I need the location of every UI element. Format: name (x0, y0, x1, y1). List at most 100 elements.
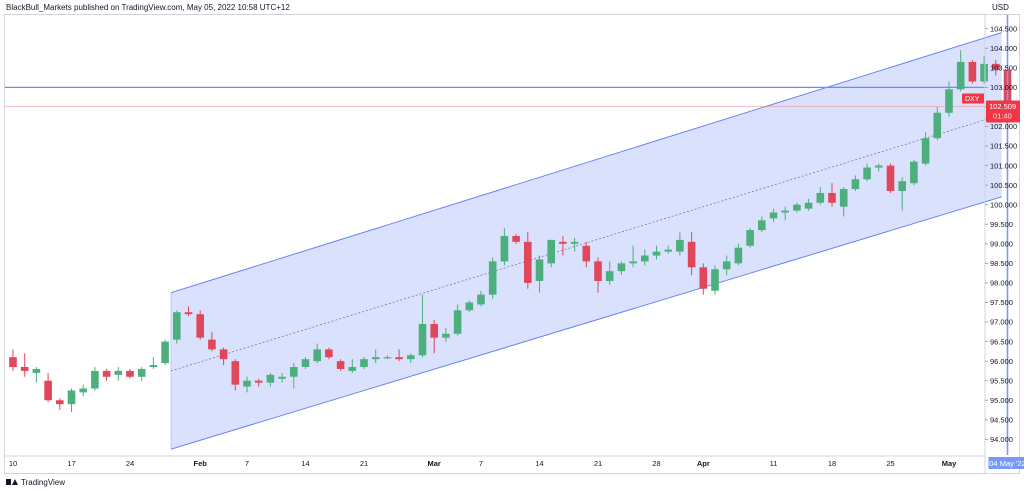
candle-up (149, 357, 158, 369)
candle-down (9, 349, 17, 371)
candle-body (91, 370, 99, 389)
candle-body (243, 380, 251, 387)
candle-body (126, 370, 134, 377)
candle-up (488, 257, 497, 299)
price-tick-label: 97.000 (990, 318, 1013, 327)
countdown-label: 01:40 (993, 112, 1012, 121)
candle-body (898, 181, 906, 191)
candle-up (898, 177, 906, 211)
chart-frame (4, 14, 1020, 474)
candle-up (465, 300, 474, 313)
symbol-label: DXY (965, 96, 980, 103)
candle-down (56, 398, 64, 411)
candle-body (687, 241, 696, 268)
candle-up (676, 232, 684, 256)
time-tick-label: May (942, 459, 957, 468)
candle-down (184, 306, 193, 317)
candle-down (231, 359, 240, 391)
footer-brand[interactable]: TradingView (6, 477, 65, 487)
candle-down (219, 347, 228, 366)
candle-body (570, 241, 579, 244)
candle-body (933, 112, 942, 139)
channel-upper-line (170, 32, 1002, 294)
time-tick-label: 14 (535, 459, 543, 468)
candle-up (851, 175, 860, 191)
price-tick-label: 97.500 (990, 298, 1013, 307)
candle-up (477, 290, 485, 307)
candle-body (863, 167, 871, 180)
regression-channel[interactable] (170, 32, 1002, 450)
candle-up (173, 310, 181, 344)
candle-body (980, 63, 988, 82)
candle-up (453, 304, 462, 336)
candle-down (992, 59, 1000, 76)
channel-middle-line (170, 114, 1002, 372)
candle-up (769, 208, 778, 223)
tradingview-logo-icon (6, 478, 18, 486)
candle-body (839, 189, 848, 207)
candle-up (793, 202, 801, 213)
price-axis[interactable]: USD 94.000 94.500 95.000 95.500 96.000 96.500 9… (962, 3, 1020, 473)
candle-body (711, 269, 719, 291)
candle-body (734, 247, 743, 264)
symbol-tag (962, 93, 984, 104)
candle-body (208, 339, 216, 350)
price-tick-label: 103.000 (990, 83, 1017, 92)
candle-up (980, 56, 988, 84)
candle-body (488, 261, 497, 295)
candle-body (360, 359, 368, 367)
candle-body (804, 202, 813, 209)
candle-body (196, 314, 204, 338)
time-axis[interactable]: 10 17 24 Feb 7 14 21 Mar 7 14 21 28 Apr 11 18 25 May 04 M… (5, 455, 1024, 469)
price-tick-label: 98.000 (990, 279, 1013, 288)
candle-up (91, 367, 99, 391)
time-tick-label: 11 (770, 459, 778, 468)
candle-up (605, 261, 614, 285)
candle-body (149, 365, 158, 367)
candle-up (945, 81, 953, 117)
candle-up (348, 359, 357, 373)
time-tick-label: 21 (360, 459, 368, 468)
candle-down (524, 232, 532, 289)
candle-up (407, 353, 415, 364)
candle-down (430, 320, 438, 354)
candle-body (161, 341, 169, 364)
candle-up (79, 384, 87, 397)
candle-body (605, 271, 614, 281)
time-tick-label: 25 (886, 459, 894, 468)
candle-body (582, 245, 591, 262)
price-tick-label: 95.500 (990, 376, 1013, 385)
candle-up (360, 357, 368, 369)
candle-up (290, 363, 298, 389)
candle-up (956, 50, 965, 92)
time-tick-label: 21 (594, 459, 602, 468)
candle-body (430, 323, 438, 338)
candle-body (781, 210, 789, 213)
candle-up (383, 355, 392, 360)
candle-down (102, 368, 111, 381)
candle-body (828, 192, 836, 203)
candle-body (418, 323, 427, 356)
crosshair-date-badge (988, 457, 1024, 469)
candle-up (547, 239, 555, 268)
candle-up (67, 388, 76, 412)
price-tick-label: 100.000 (990, 200, 1017, 209)
horizontal-level[interactable] (5, 86, 985, 107)
candle-up (301, 357, 310, 369)
price-tick-label: 101.500 (990, 142, 1017, 151)
candle-up (500, 228, 509, 266)
candle-body (968, 61, 977, 82)
candle-body (114, 370, 123, 375)
currency-label: USD (992, 3, 1009, 12)
candle-body (921, 138, 930, 164)
time-tick-label: 17 (67, 459, 75, 468)
time-tick-label: 7 (479, 459, 483, 468)
candle-body (371, 357, 380, 360)
candle-up (629, 245, 637, 268)
candle-up (722, 255, 731, 276)
candle-body (219, 349, 228, 360)
candle-down (512, 234, 520, 244)
candle-body (793, 204, 801, 211)
candle-body (184, 312, 193, 315)
